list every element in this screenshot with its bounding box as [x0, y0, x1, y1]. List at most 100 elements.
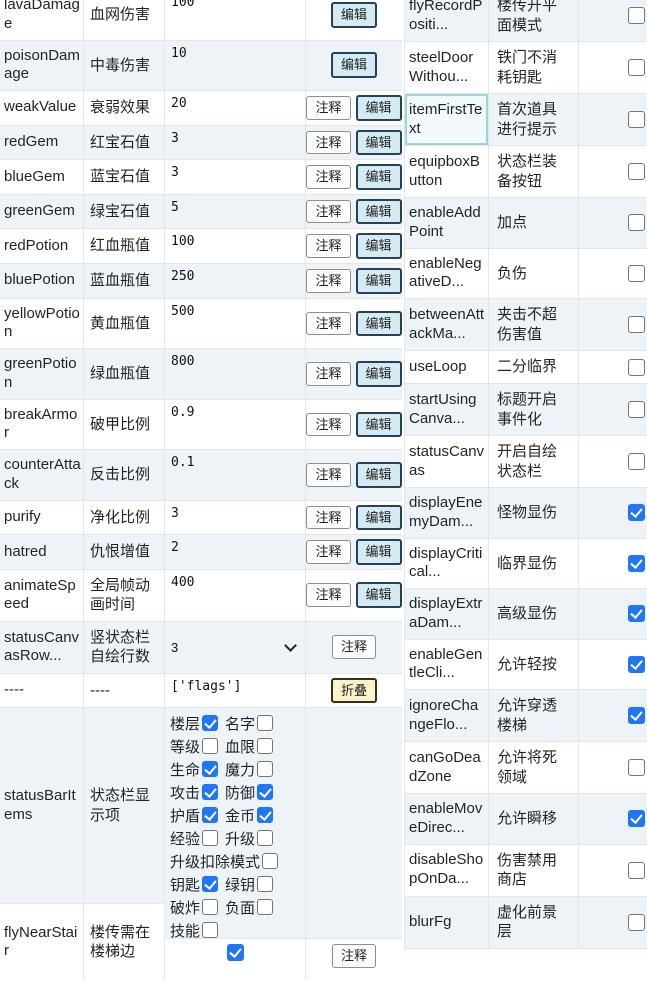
- flag-checkbox[interactable]: [628, 504, 645, 522]
- flag-checkbox[interactable]: [628, 59, 645, 76]
- statusbar-item-checkbox[interactable]: [257, 738, 274, 755]
- config-key-cell[interactable]: enableAddPoint: [405, 198, 488, 248]
- note-button[interactable]: 注释: [306, 96, 351, 120]
- config-value-cell[interactable]: 100: [164, 229, 305, 263]
- flag-checkbox[interactable]: [628, 111, 645, 128]
- config-key-cell[interactable]: enableGentleCli...: [405, 640, 488, 690]
- config-key-cell[interactable]: blueGem: [0, 160, 83, 194]
- config-key-cell[interactable]: betweenAttackMa...: [405, 299, 488, 350]
- note-button[interactable]: 注释: [306, 311, 351, 336]
- flag-checkbox[interactable]: [628, 605, 645, 623]
- edit-button[interactable]: 编辑: [355, 411, 402, 438]
- config-key-cell[interactable]: equipboxButton: [405, 146, 488, 197]
- config-key-cell[interactable]: hatred: [0, 535, 83, 569]
- statusbar-item-checkbox[interactable]: [257, 807, 274, 824]
- edit-button[interactable]: 编辑: [355, 462, 402, 488]
- config-key-cell[interactable]: greenGem: [0, 195, 83, 229]
- config-value-cell[interactable]: 800: [164, 349, 305, 399]
- config-value-cell[interactable]: 500: [164, 298, 305, 349]
- statusbar-item-checkbox[interactable]: [202, 761, 219, 778]
- config-key-cell[interactable]: steelDoorWithou...: [405, 42, 488, 93]
- config-value-cell[interactable]: 0.9: [164, 399, 305, 450]
- edit-button[interactable]: 编辑: [355, 267, 402, 294]
- statusbar-item-checkbox[interactable]: [202, 830, 219, 847]
- config-value-cell[interactable]: 250: [164, 263, 305, 298]
- config-key-cell[interactable]: lavaDamage: [0, 0, 83, 40]
- config-value-cell[interactable]: 3: [164, 160, 305, 194]
- config-key-cell[interactable]: redPotion: [0, 229, 83, 263]
- config-key-cell[interactable]: enableNegativeD...: [405, 249, 488, 299]
- config-key-cell[interactable]: greenPotion: [0, 349, 83, 399]
- config-value-cell[interactable]: ['flags']: [164, 673, 305, 708]
- statusbar-item-checkbox[interactable]: [257, 784, 274, 801]
- config-value-cell[interactable]: 400: [164, 569, 305, 621]
- config-key-cell[interactable]: yellowPotion: [0, 299, 83, 349]
- config-key-cell[interactable]: ignoreChangeFlo...: [405, 690, 488, 741]
- note-button[interactable]: 注释: [306, 268, 351, 293]
- fly-near-stair-checkbox[interactable]: [226, 944, 244, 962]
- edit-button[interactable]: 编辑: [355, 504, 402, 531]
- flag-checkbox[interactable]: [628, 7, 645, 24]
- config-value-cell[interactable]: 2: [164, 535, 305, 569]
- config-value-cell[interactable]: 10: [164, 40, 305, 90]
- statusbar-item-checkbox[interactable]: [257, 715, 274, 732]
- fold-button[interactable]: 折叠: [330, 677, 377, 704]
- config-key-cell[interactable]: flyNearStair: [0, 904, 83, 981]
- config-key-cell[interactable]: animateSpeed: [0, 570, 83, 621]
- statusbar-item-checkbox[interactable]: [202, 807, 219, 824]
- config-key-cell[interactable]: displayExtraDam...: [405, 589, 488, 639]
- flag-checkbox[interactable]: [628, 810, 645, 828]
- flag-checkbox[interactable]: [628, 264, 645, 282]
- config-key-cell[interactable]: redGem: [0, 126, 83, 160]
- config-key-cell[interactable]: poisonDamage: [0, 41, 83, 91]
- flag-checkbox[interactable]: [628, 316, 645, 333]
- edit-button[interactable]: 编辑: [355, 233, 402, 259]
- config-value-cell[interactable]: 3: [164, 621, 305, 673]
- config-key-cell[interactable]: counterAttack: [0, 450, 83, 500]
- flag-checkbox[interactable]: [628, 214, 645, 232]
- selected-key-cell[interactable]: itemFirstText: [405, 94, 488, 145]
- note-button[interactable]: 注释: [306, 362, 351, 386]
- flag-checkbox[interactable]: [628, 554, 645, 572]
- config-key-cell[interactable]: weakValue: [0, 91, 83, 125]
- statusbar-item-checkbox[interactable]: [202, 784, 219, 801]
- note-button[interactable]: 注释: [306, 130, 351, 155]
- note-button[interactable]: 注释: [306, 583, 351, 608]
- config-key-cell[interactable]: purify: [0, 501, 83, 535]
- config-value-cell[interactable]: 3: [164, 500, 305, 535]
- flag-checkbox[interactable]: [628, 861, 645, 879]
- edit-button[interactable]: 编辑: [330, 1, 377, 28]
- config-key-cell[interactable]: displayEnemyDam...: [405, 488, 488, 538]
- status-canvas-rows-select[interactable]: 3: [171, 639, 301, 655]
- flag-checkbox[interactable]: [628, 358, 645, 376]
- note-button[interactable]: 注释: [306, 540, 351, 564]
- config-key-cell[interactable]: startUsingCanva...: [405, 384, 488, 435]
- config-value-cell[interactable]: 0.1: [164, 450, 305, 500]
- config-value-cell[interactable]: 5: [164, 194, 305, 229]
- statusbar-item-checkbox[interactable]: [202, 922, 219, 939]
- config-key-cell[interactable]: statusCanvas: [405, 436, 488, 487]
- statusbar-item-checkbox[interactable]: [202, 876, 219, 893]
- flag-checkbox[interactable]: [628, 453, 645, 470]
- statusbar-item-checkbox[interactable]: [262, 853, 279, 870]
- config-key-cell[interactable]: canGoDeadZone: [405, 742, 488, 793]
- note-button[interactable]: 注释: [306, 199, 351, 224]
- statusbar-item-checkbox[interactable]: [257, 876, 274, 893]
- config-key-cell[interactable]: enableMoveDirec...: [405, 794, 488, 844]
- note-button[interactable]: 注释: [306, 463, 351, 487]
- flag-checkbox[interactable]: [628, 163, 645, 180]
- edit-button[interactable]: 编辑: [355, 95, 402, 121]
- edit-button[interactable]: 编辑: [355, 310, 402, 337]
- edit-button[interactable]: 编辑: [355, 129, 402, 156]
- edit-button[interactable]: 编辑: [355, 361, 402, 387]
- statusbar-item-checkbox[interactable]: [202, 715, 219, 732]
- config-key-cell[interactable]: useLoop: [405, 351, 488, 383]
- config-key-cell[interactable]: displayCritical...: [405, 539, 488, 589]
- note-button[interactable]: 注释: [306, 234, 351, 258]
- config-value-cell[interactable]: 3: [164, 125, 305, 160]
- statusbar-item-checkbox[interactable]: [257, 899, 274, 916]
- statusbar-item-checkbox[interactable]: [257, 830, 274, 847]
- config-key-cell[interactable]: bluePotion: [0, 264, 83, 298]
- flag-checkbox[interactable]: [628, 401, 645, 418]
- config-key-cell[interactable]: statusBarItems: [0, 708, 83, 905]
